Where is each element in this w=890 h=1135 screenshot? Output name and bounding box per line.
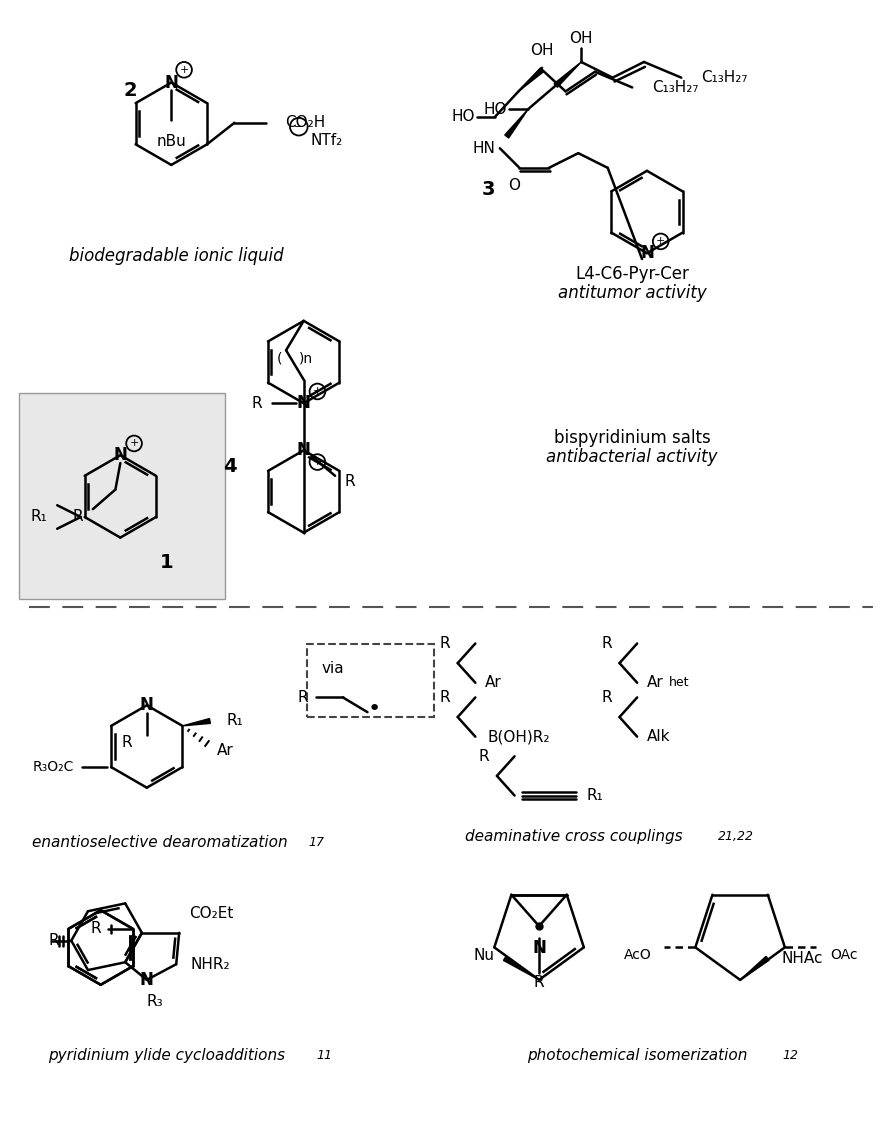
Text: R₃: R₃	[146, 994, 163, 1009]
Text: N: N	[640, 244, 654, 262]
Text: N: N	[165, 74, 178, 92]
Text: +: +	[656, 236, 666, 246]
FancyBboxPatch shape	[307, 644, 434, 717]
Text: +: +	[180, 65, 189, 75]
Text: 2: 2	[124, 81, 137, 100]
Text: Alk: Alk	[647, 729, 670, 745]
Text: R: R	[121, 735, 132, 750]
Text: Ar: Ar	[485, 675, 502, 690]
Text: pyridinium ylide cycloadditions: pyridinium ylide cycloadditions	[48, 1048, 285, 1062]
Text: HO: HO	[483, 101, 506, 117]
Text: Nu: Nu	[474, 948, 495, 962]
Text: R: R	[252, 396, 263, 411]
Text: AcO: AcO	[624, 948, 651, 962]
Text: antitumor activity: antitumor activity	[558, 285, 707, 302]
Text: N: N	[296, 394, 311, 412]
Text: OAc: OAc	[830, 948, 857, 962]
Text: R₁: R₁	[587, 788, 603, 802]
Text: OH: OH	[530, 43, 554, 58]
Text: )n: )n	[299, 351, 313, 365]
Text: (: (	[277, 351, 282, 365]
Text: R: R	[298, 690, 309, 705]
Polygon shape	[504, 956, 539, 980]
Text: N: N	[113, 446, 127, 464]
Text: R: R	[601, 636, 611, 651]
Text: antibacterial activity: antibacterial activity	[546, 448, 718, 466]
Text: R: R	[601, 690, 611, 705]
Text: 12: 12	[782, 1049, 798, 1062]
Text: HN: HN	[472, 141, 495, 155]
Text: 4: 4	[223, 457, 237, 477]
Text: 3: 3	[481, 180, 495, 199]
Text: C₁₃H₂₇: C₁₃H₂₇	[701, 70, 748, 85]
Text: R: R	[91, 922, 101, 936]
Text: −: −	[294, 121, 303, 132]
Text: R: R	[439, 690, 449, 705]
Text: biodegradable ionic liquid: biodegradable ionic liquid	[69, 247, 284, 266]
Text: N: N	[140, 970, 154, 989]
Text: R: R	[72, 508, 83, 523]
Text: O: O	[508, 178, 521, 193]
Polygon shape	[505, 109, 529, 138]
Text: CO₂H: CO₂H	[286, 116, 326, 131]
Text: het: het	[668, 676, 689, 689]
Text: +: +	[129, 438, 139, 448]
Polygon shape	[740, 957, 769, 980]
Text: 11: 11	[317, 1049, 333, 1062]
Text: R: R	[479, 749, 490, 764]
Text: N: N	[532, 939, 546, 957]
Text: C₁₃H₂₇: C₁₃H₂₇	[651, 79, 699, 95]
Text: R: R	[49, 933, 60, 948]
Text: NTf₂: NTf₂	[311, 133, 343, 148]
Text: N: N	[296, 442, 311, 460]
Text: L4-C6-Pyr-Cer: L4-C6-Pyr-Cer	[575, 264, 689, 283]
Text: 1: 1	[159, 553, 174, 572]
Polygon shape	[519, 68, 544, 92]
Text: photochemical isomerization: photochemical isomerization	[527, 1048, 748, 1062]
Text: CO₂Et: CO₂Et	[189, 906, 233, 920]
Text: NHR₂: NHR₂	[191, 957, 231, 972]
Text: R: R	[345, 474, 355, 489]
Text: HO: HO	[452, 109, 475, 125]
Text: deaminative cross couplings: deaminative cross couplings	[465, 830, 683, 844]
Text: R₃O₂C: R₃O₂C	[33, 760, 74, 774]
Text: R₁: R₁	[227, 714, 243, 729]
Text: OH: OH	[570, 31, 593, 45]
Text: +: +	[312, 386, 322, 396]
Text: via: via	[322, 661, 344, 675]
Text: bispyridinium salts: bispyridinium salts	[554, 429, 710, 446]
Text: R₁: R₁	[30, 510, 47, 524]
Text: NHAc: NHAc	[781, 951, 823, 966]
Text: R: R	[439, 636, 449, 651]
Bar	[20, 394, 225, 599]
Text: Ar: Ar	[217, 743, 233, 758]
Polygon shape	[554, 62, 581, 87]
Text: 21,22: 21,22	[717, 830, 754, 843]
Text: +: +	[312, 457, 322, 468]
Text: enantioselective dearomatization: enantioselective dearomatization	[32, 835, 287, 850]
Text: •: •	[368, 699, 381, 720]
Polygon shape	[182, 718, 210, 726]
Text: nBu: nBu	[157, 134, 186, 149]
Text: N: N	[140, 696, 154, 714]
Text: R: R	[534, 975, 545, 991]
Text: Ar: Ar	[647, 675, 664, 690]
Text: 17: 17	[309, 836, 325, 849]
Text: B(OH)R₂: B(OH)R₂	[487, 729, 550, 745]
